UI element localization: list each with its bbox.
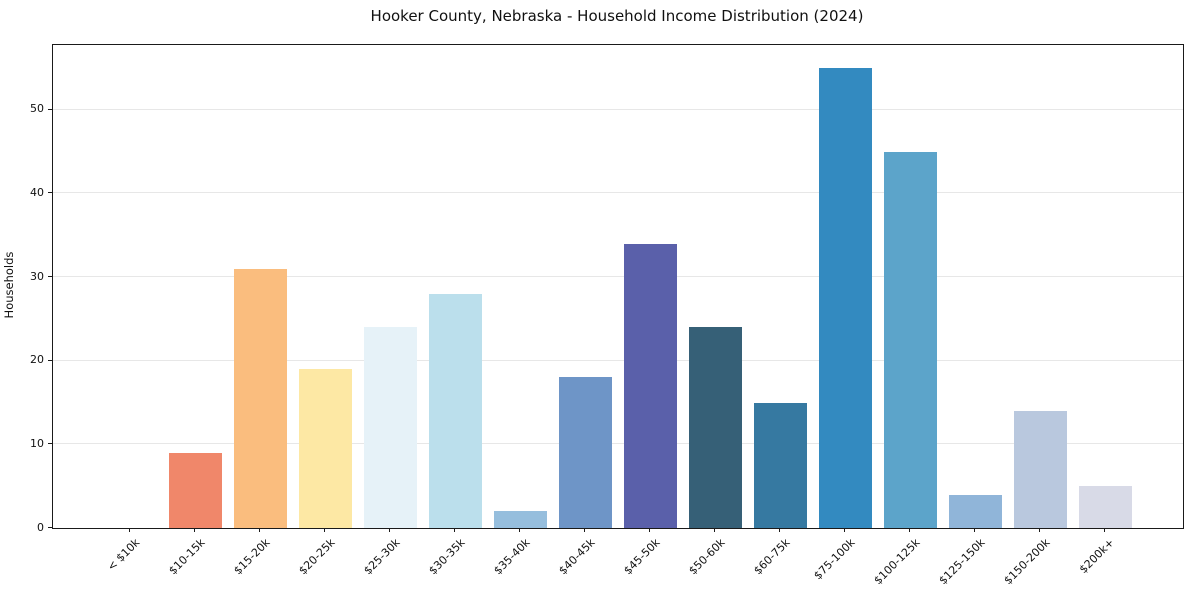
bar-$125-150k [948, 494, 1002, 528]
bar-$30-35k [428, 293, 482, 528]
x-tick-mark [324, 528, 325, 532]
x-tick-mark [649, 528, 650, 532]
x-tick-mark [714, 528, 715, 532]
gridline [53, 443, 1183, 445]
y-tick-mark [48, 276, 52, 278]
bar-$40-45k [558, 377, 612, 528]
x-tick-mark [909, 528, 910, 532]
y-tick-label: 30 [30, 269, 44, 283]
bar-$50-60k [688, 327, 742, 528]
x-tick-mark [454, 528, 455, 532]
x-tick-mark [779, 528, 780, 532]
x-tick-mark [259, 528, 260, 532]
bar-$150-200k [1013, 410, 1067, 528]
x-tick-mark [194, 528, 195, 532]
y-tick-label: 10 [30, 436, 44, 450]
bar-$35-40k [493, 511, 547, 528]
y-tick-mark [48, 443, 52, 445]
x-tick-mark [389, 528, 390, 532]
y-tick-mark [48, 108, 52, 110]
bar-$200k+ [1078, 486, 1132, 528]
bar-$60-75k [753, 402, 807, 528]
x-tick-mark [519, 528, 520, 532]
plot-area [52, 44, 1184, 529]
gridline [53, 276, 1183, 278]
x-tick-mark [844, 528, 845, 532]
bar-$20-25k [298, 369, 352, 528]
gridline [53, 359, 1183, 361]
gridline [53, 192, 1183, 194]
bar-$25-30k [363, 327, 417, 528]
bar-$45-50k [623, 243, 677, 528]
bar-$15-20k [233, 268, 287, 528]
x-tick-mark [974, 528, 975, 532]
y-tick-label: 20 [30, 353, 44, 367]
y-tick-label: 50 [30, 102, 44, 116]
y-tick-label: 0 [37, 520, 44, 534]
bar-$100-125k [883, 151, 937, 528]
y-tick-label: 40 [30, 185, 44, 199]
x-tick-mark [1039, 528, 1040, 532]
x-tick-mark [1104, 528, 1105, 532]
y-tick-mark [48, 527, 52, 528]
x-tick-mark [129, 528, 130, 532]
chart-title: Hooker County, Nebraska - Household Inco… [370, 7, 864, 25]
bar-$75-100k [818, 68, 872, 528]
y-tick-mark [48, 192, 52, 194]
y-tick-mark [48, 359, 52, 361]
y-axis-label: Households [2, 251, 16, 319]
gridline [53, 108, 1183, 110]
x-tick-mark [584, 528, 585, 532]
bar-$10-15k [168, 452, 222, 528]
